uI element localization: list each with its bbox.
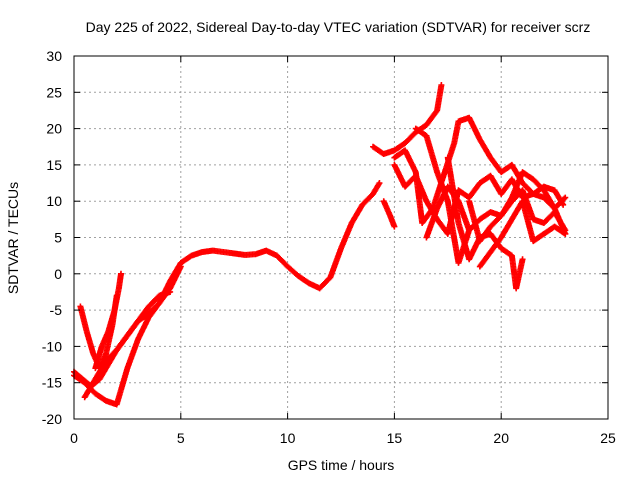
y-tick-label: -15 [42,375,62,391]
y-tick-label: -5 [50,302,63,318]
tick-labels: 0 5 10 15 20 25 -20 -15 -10 -5 0 5 10 15 20 25 30 [42,48,616,446]
data-point [561,230,568,237]
data-point [562,230,569,237]
data-point [117,270,124,277]
y-tick-label: 20 [46,121,62,137]
series-track-g [380,198,398,230]
data-point [466,227,473,234]
data-point [167,288,174,295]
y-tick-label: 0 [54,266,62,282]
chart-title: Day 225 of 2022, Sidereal Day-to-day VTE… [86,19,591,35]
ticks [73,55,609,420]
y-tick-label: -10 [42,338,62,354]
x-tick-label: 5 [177,430,185,446]
series-track-n [476,198,569,270]
data-point [561,195,568,202]
x-tick-label: 20 [493,430,509,446]
data-layer [71,82,569,408]
y-tick-label: 15 [46,157,62,173]
data-point [438,82,445,89]
series-track-d [92,270,124,372]
y-tick-label: 30 [46,48,62,64]
series-track-f [370,82,445,158]
data-point [177,263,184,270]
y-tick-label: -20 [42,411,62,427]
x-tick-label: 25 [600,430,616,446]
data-point [519,256,526,263]
x-tick-label: 10 [280,430,296,446]
y-tick-label: 25 [46,84,62,100]
data-point [391,223,398,230]
series-track-a [71,180,383,408]
data-point [562,194,569,201]
data-point [376,180,383,187]
x-axis-label: GPS time / hours [288,457,395,473]
x-tick-label: 15 [387,430,403,446]
series-track-i [391,114,569,226]
series-track-l [412,125,473,266]
x-tick-label: 0 [70,430,78,446]
series-track-e [81,288,174,401]
y-tick-label: 5 [54,230,62,246]
y-tick-label: 10 [46,193,62,209]
y-axis-label: SDTVAR / TECUs [5,182,21,294]
